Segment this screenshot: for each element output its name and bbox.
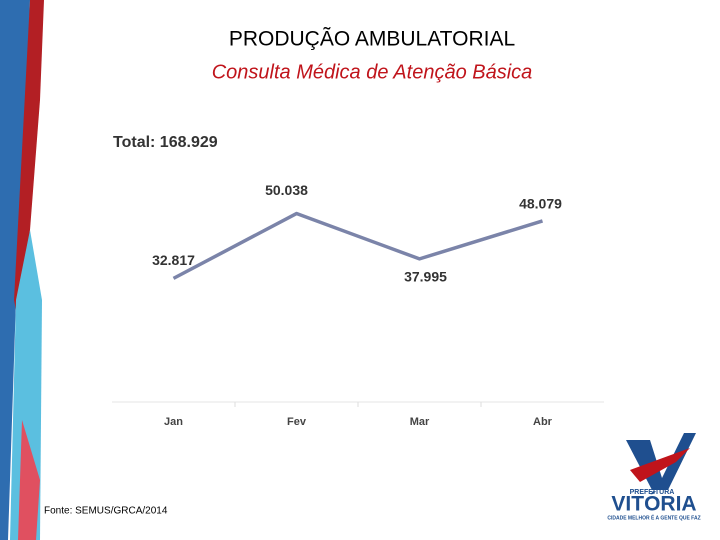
total-label: Total: 168.929	[113, 134, 218, 151]
x-tick-label: Mar	[410, 416, 430, 428]
x-tick-label: Fev	[287, 416, 307, 428]
logo-name: VITÓRIA	[611, 492, 696, 516]
data-line	[172, 211, 544, 280]
logo-top: PREFEITURA	[630, 489, 675, 496]
value-label: 48.079	[519, 196, 562, 212]
stripe-pink	[18, 420, 40, 540]
source: Fonte: SEMUS/GRCA/2014	[44, 506, 168, 517]
stripe-blue	[0, 0, 30, 540]
logo-swoosh	[630, 448, 690, 482]
x-tick-label: Jan	[164, 416, 183, 428]
logo-v	[626, 433, 696, 490]
value-label: 32.817	[152, 252, 195, 268]
value-label: 37.995	[404, 269, 447, 285]
logo-slogan: CIDADE MELHOR É A GENTE QUE FAZ	[607, 513, 700, 521]
subtitle: Consulta Médica de Atenção Básica	[212, 61, 533, 83]
title: PRODUÇÃO AMBULATORIAL	[229, 27, 515, 51]
logo: PREFEITURA VITÓRIA CIDADE MELHOR É A GEN…	[607, 433, 701, 521]
stripe-red	[14, 0, 44, 330]
x-tick-label: Abr	[533, 416, 553, 428]
value-label: 50.038	[265, 182, 308, 198]
